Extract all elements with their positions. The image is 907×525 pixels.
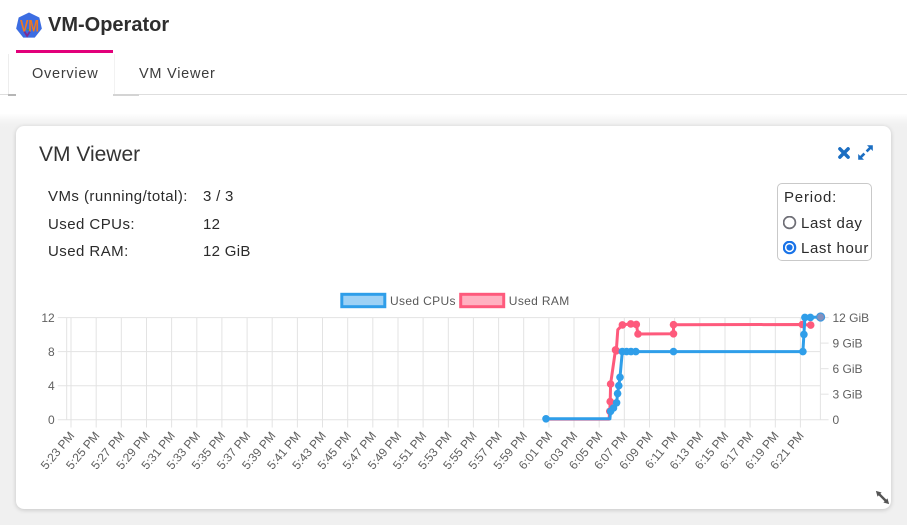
svg-text:9 GiB: 9 GiB [833, 336, 863, 350]
svg-text:8: 8 [48, 345, 55, 359]
svg-text:0: 0 [48, 413, 55, 427]
svg-text:12: 12 [41, 311, 55, 325]
svg-text:6 GiB: 6 GiB [833, 362, 863, 376]
svg-text:VM: VM [20, 17, 39, 35]
svg-text:Used CPUs: Used CPUs [390, 294, 456, 308]
svg-text:Used RAM: Used RAM [509, 294, 570, 308]
svg-text:0: 0 [833, 413, 840, 427]
svg-text:12 GiB: 12 GiB [833, 311, 870, 325]
svg-text:4: 4 [48, 379, 55, 393]
svg-text:3 GiB: 3 GiB [833, 387, 863, 401]
